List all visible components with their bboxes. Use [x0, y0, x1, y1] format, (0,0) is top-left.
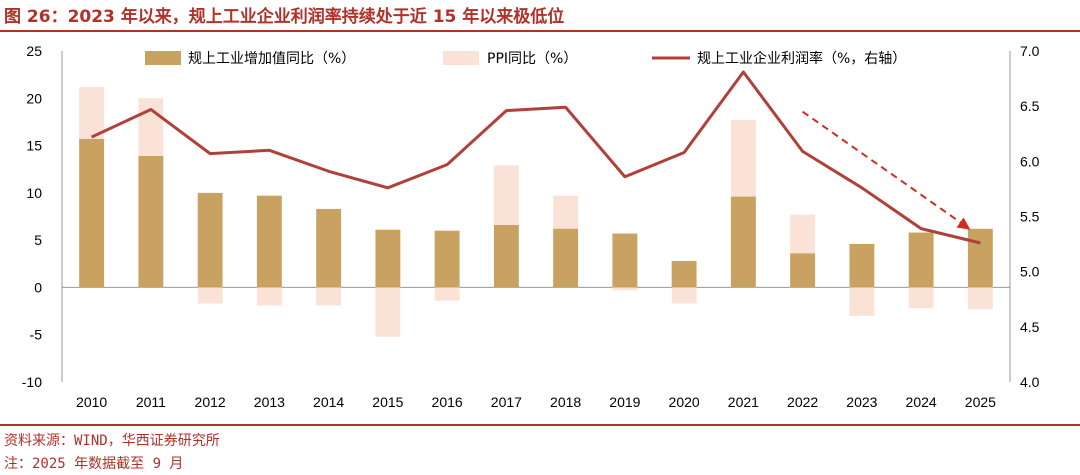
x-tick-label: 2022: [787, 394, 818, 410]
x-tick-label: 2011: [136, 394, 166, 410]
value-added-bar: [671, 260, 697, 288]
figure-title: 图 26：2023 年以来，规上工业企业利润率持续处于近 15 年以来极低位: [4, 7, 565, 27]
x-tick-label: 2013: [254, 394, 285, 410]
source-note: 资料来源：WIND，华西证券研究所: [4, 433, 220, 449]
left-tick-label: 10: [26, 185, 42, 201]
ppi-bar: [849, 287, 875, 316]
x-tick-label: 2019: [609, 394, 640, 410]
title-rule: [0, 30, 1080, 32]
legend-label-profit-margin: 规上工业企业利润率（%，右轴）: [697, 50, 906, 67]
value-added-bar: [849, 243, 875, 288]
data-cutoff-note: 注：2025 年数据截至 9 月: [4, 456, 184, 472]
right-tick-label: 5.0: [1020, 264, 1040, 280]
ppi-bar: [908, 287, 934, 309]
value-added-bar: [790, 253, 816, 288]
x-tick-label: 2015: [372, 394, 403, 410]
value-added-bar: [197, 192, 223, 288]
footer-rule: [0, 424, 1080, 426]
x-tick-label: 2016: [432, 394, 463, 410]
right-tick-label: 4.5: [1020, 319, 1040, 335]
ppi-bar: [256, 287, 282, 306]
right-tick-label: 6.5: [1020, 98, 1040, 114]
x-tick-label: 2020: [669, 394, 700, 410]
x-tick-label: 2023: [846, 394, 877, 410]
ppi-bar: [612, 287, 638, 291]
value-added-bar: [967, 228, 993, 288]
trend-arrow-head: [956, 217, 971, 230]
value-added-bar: [375, 229, 401, 288]
left-tick-label: 0: [34, 279, 42, 295]
plot-area: -10-505101520254.04.55.05.56.06.57.02010…: [22, 43, 1040, 410]
right-tick-label: 5.5: [1020, 209, 1040, 225]
ppi-bar: [316, 287, 342, 306]
left-tick-label: 5: [34, 232, 42, 248]
value-added-bar: [256, 195, 282, 288]
chart: -10-505101520254.04.55.05.56.06.57.02010…: [22, 43, 1040, 410]
left-tick-label: 20: [26, 90, 42, 106]
value-added-bar: [434, 230, 460, 288]
legend-label-ppi: PPI同比（%）: [487, 51, 577, 67]
x-tick-label: 2017: [491, 394, 522, 410]
value-added-bar: [138, 155, 164, 288]
value-added-bar: [316, 208, 342, 288]
value-added-bar: [612, 233, 638, 288]
right-tick-label: 6.0: [1020, 153, 1040, 169]
right-tick-label: 7.0: [1020, 43, 1040, 59]
legend-label-value-added: 规上工业增加值同比（%）: [188, 51, 355, 67]
left-tick-label: -5: [30, 327, 43, 343]
right-tick-label: 4.0: [1020, 374, 1040, 390]
legend-swatch-value-added: [145, 51, 181, 65]
ppi-bar: [967, 287, 993, 310]
x-tick-label: 2018: [550, 394, 581, 410]
x-tick-label: 2012: [195, 394, 226, 410]
value-added-bar: [730, 196, 756, 288]
value-added-bar: [79, 138, 105, 288]
value-added-bar: [493, 225, 519, 288]
left-tick-label: 15: [26, 138, 42, 154]
ppi-bar: [671, 287, 697, 304]
x-tick-label: 2014: [313, 394, 344, 410]
x-tick-label: 2024: [906, 394, 937, 410]
ppi-bar: [434, 287, 460, 301]
left-tick-label: 25: [26, 43, 42, 59]
ppi-bar: [375, 287, 401, 337]
left-tick-label: -10: [22, 374, 42, 390]
profit-margin-line: [90, 70, 981, 245]
ppi-bar: [197, 287, 223, 304]
value-added-bar: [553, 228, 579, 288]
legend-swatch-ppi: [443, 51, 479, 65]
trend-arrow-line: [802, 110, 963, 225]
x-tick-label: 2025: [965, 394, 996, 410]
value-added-bar: [908, 232, 934, 288]
x-tick-label: 2010: [76, 394, 107, 410]
x-tick-label: 2021: [728, 394, 759, 410]
